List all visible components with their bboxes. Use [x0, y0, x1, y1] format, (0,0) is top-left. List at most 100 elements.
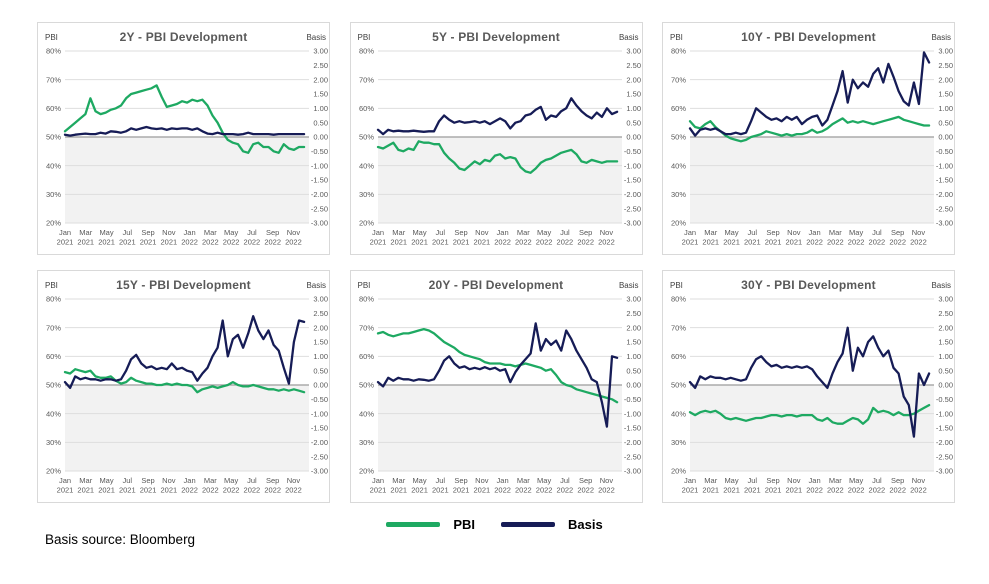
x-tick-month: Mar [516, 476, 529, 485]
x-tick-month: May [412, 476, 426, 485]
y-tick-label-left: 50% [358, 381, 373, 390]
y-tick-label-left: 50% [46, 133, 61, 142]
x-tick-month: Jan [371, 228, 383, 237]
x-tick-month: Jan [371, 476, 383, 485]
chart-plot: 80% 70% 60% 50% 40% 30% 20% 3.00 2.50 2.00 1.50 1.0… [671, 295, 953, 495]
y-tick-label-right: -0.50 [311, 395, 328, 404]
x-tick-month: May [224, 476, 238, 485]
x-tick-year: 2022 [889, 486, 906, 495]
x-tick-month: Nov [287, 476, 301, 485]
y-tick-label-left: 30% [46, 190, 61, 199]
x-tick-month: Mar [516, 228, 529, 237]
right-axis-title: Basis [306, 33, 326, 42]
y-tick-label-right: -0.50 [936, 395, 953, 404]
y-tick-label-left: 30% [46, 438, 61, 447]
x-tick-year: 2022 [577, 238, 594, 247]
y-tick-label-left: 20% [46, 219, 61, 228]
y-tick-label-right: -1.50 [623, 424, 640, 433]
x-tick-month: Jan [496, 228, 508, 237]
chart-legend: PBI Basis [0, 517, 989, 532]
x-tick-month: Jan [184, 476, 196, 485]
y-tick-label-right: 0.50 [626, 366, 641, 375]
x-tick-year: 2021 [682, 238, 699, 247]
y-tick-label-left: 40% [358, 409, 373, 418]
y-tick-label-right: -0.50 [936, 147, 953, 156]
y-tick-label-right: 3.00 [938, 47, 953, 56]
x-tick-year: 2021 [369, 486, 386, 495]
x-tick-year: 2022 [223, 238, 240, 247]
y-tick-label-right: 3.00 [938, 295, 953, 304]
x-tick-year: 2022 [515, 486, 532, 495]
y-tick-label-left: 80% [358, 295, 373, 304]
x-tick-month: Mar [392, 476, 405, 485]
x-tick-year: 2021 [473, 486, 490, 495]
basis-line [63, 315, 306, 390]
y-tick-label-right: -1.00 [311, 409, 328, 418]
x-tick-year: 2021 [723, 486, 740, 495]
x-tick-month: Jan [59, 476, 71, 485]
y-tick-label-right: 2.50 [938, 61, 953, 70]
y-tick-label-right: 0.00 [313, 133, 328, 142]
y-tick-label-right: -2.00 [623, 190, 640, 199]
left-axis-title: PBI [45, 33, 58, 42]
x-tick-month: Sep [454, 476, 467, 485]
chart-plot: 80% 70% 60% 50% 40% 30% 20% 3.00 2.50 2.00 1.50 1.0… [358, 47, 641, 247]
x-tick-year: 2021 [431, 238, 448, 247]
y-tick-label-right: -2.00 [936, 190, 953, 199]
pbi-line [688, 115, 931, 143]
y-tick-label-right: -2.50 [936, 204, 953, 213]
x-tick-year: 2022 [869, 486, 886, 495]
y-tick-label-right: 1.00 [313, 352, 328, 361]
plot-negative-band [690, 385, 934, 471]
y-tick-label-right: 2.00 [938, 75, 953, 84]
x-tick-month: Nov [475, 476, 489, 485]
y-tick-label-left: 50% [671, 133, 686, 142]
y-tick-label-right: 2.50 [626, 61, 641, 70]
y-tick-label-right: 2.50 [626, 309, 641, 318]
right-axis-title: Basis [306, 281, 326, 290]
x-tick-year: 2022 [806, 486, 823, 495]
x-tick-year: 2021 [765, 486, 782, 495]
x-tick-year: 2021 [702, 238, 719, 247]
y-tick-label-right: 1.00 [938, 352, 953, 361]
chart-title: 20Y - PBI Development [428, 278, 564, 292]
x-tick-year: 2022 [827, 486, 844, 495]
y-tick-label-left: 40% [46, 161, 61, 170]
y-tick-label-left: 60% [671, 104, 686, 113]
x-tick-month: Nov [599, 228, 613, 237]
chart-plot: 80% 70% 60% 50% 40% 30% 20% 3.00 2.50 2.00 1.50 1.0… [46, 295, 328, 495]
x-tick-year: 2022 [535, 238, 552, 247]
legend-item-basis: Basis [500, 517, 603, 532]
basis-line [376, 322, 618, 428]
y-tick-label-right: -2.50 [936, 452, 953, 461]
y-tick-label-right: 2.00 [938, 323, 953, 332]
x-tick-year: 2021 [411, 486, 428, 495]
x-tick-year: 2022 [202, 486, 219, 495]
y-tick-label-left: 40% [671, 161, 686, 170]
x-tick-month: May [724, 476, 738, 485]
y-tick-label-right: 1.50 [626, 90, 641, 99]
x-tick-year: 2022 [910, 486, 927, 495]
x-tick-month: Sep [454, 228, 467, 237]
x-tick-month: Jul [247, 228, 257, 237]
x-tick-year: 2021 [765, 238, 782, 247]
x-tick-year: 2021 [744, 238, 761, 247]
right-axis-title: Basis [618, 281, 639, 290]
left-axis-title: PBI [670, 281, 683, 290]
x-tick-month: Jul [872, 476, 882, 485]
pbi-line-swatch [386, 522, 441, 527]
chart-card: PBI 15Y - PBI Development Basis 80% 70% 60… [37, 270, 330, 503]
y-tick-label-right: 3.00 [313, 47, 328, 56]
x-tick-year: 2021 [98, 486, 115, 495]
x-tick-month: Sep [766, 228, 779, 237]
y-tick-label-right: -1.00 [623, 409, 640, 418]
charts-grid: PBI 2Y - PBI Development Basis 80% 70% 60%… [37, 22, 955, 503]
x-tick-year: 2022 [535, 486, 552, 495]
y-tick-label-right: 0.00 [313, 381, 328, 390]
x-tick-year: 2022 [515, 238, 532, 247]
chart-card: PBI 20Y - PBI Development Basis 80% 70% 60… [349, 270, 643, 503]
x-tick-year: 2021 [785, 486, 802, 495]
x-tick-month: Sep [766, 476, 779, 485]
y-tick-label-left: 20% [671, 219, 686, 228]
x-tick-month: May [849, 476, 863, 485]
